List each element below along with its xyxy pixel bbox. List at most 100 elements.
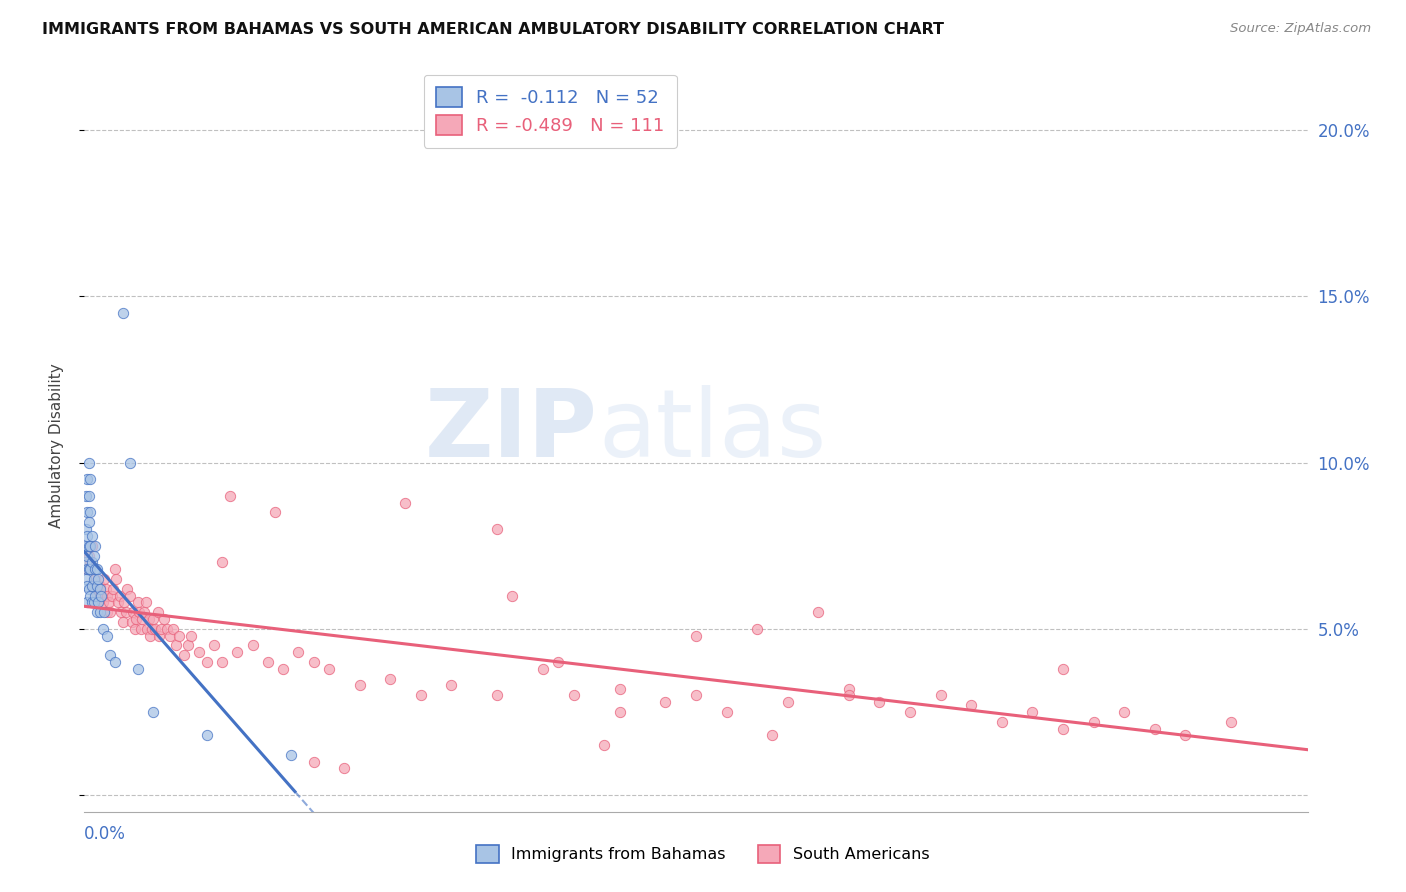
Point xyxy=(80,579,103,593)
Point xyxy=(211,655,233,669)
Point xyxy=(79,472,101,486)
Point xyxy=(96,589,118,603)
Text: ZIP: ZIP xyxy=(425,385,598,477)
Point xyxy=(1220,714,1243,729)
Point xyxy=(76,562,98,576)
Point xyxy=(122,605,145,619)
Point xyxy=(93,605,115,619)
Point xyxy=(76,472,98,486)
Point xyxy=(87,572,110,586)
Point xyxy=(104,562,127,576)
Point xyxy=(75,489,97,503)
Point xyxy=(75,572,97,586)
Point xyxy=(195,655,218,669)
Text: 0.0%: 0.0% xyxy=(84,825,127,843)
Point xyxy=(83,572,105,586)
Point xyxy=(79,555,101,569)
Point xyxy=(502,589,524,603)
Point xyxy=(180,628,202,642)
Point xyxy=(146,605,169,619)
Point xyxy=(257,655,280,669)
Point xyxy=(409,689,432,703)
Point xyxy=(188,645,211,659)
Point xyxy=(394,495,416,509)
Point xyxy=(264,506,287,520)
Point xyxy=(89,605,111,619)
Point xyxy=(593,738,616,752)
Point xyxy=(177,639,200,653)
Point xyxy=(131,612,153,626)
Point xyxy=(349,678,371,692)
Point xyxy=(76,579,98,593)
Point xyxy=(76,549,98,563)
Point xyxy=(115,582,138,596)
Point xyxy=(148,628,170,642)
Point xyxy=(136,622,159,636)
Point xyxy=(280,748,302,763)
Point xyxy=(114,605,136,619)
Point xyxy=(110,605,132,619)
Point xyxy=(1052,662,1074,676)
Point xyxy=(142,705,165,719)
Point xyxy=(79,589,101,603)
Point xyxy=(80,555,103,569)
Point xyxy=(87,595,110,609)
Point xyxy=(211,555,233,569)
Point xyxy=(960,698,983,713)
Point xyxy=(77,516,100,530)
Point xyxy=(242,639,264,653)
Point xyxy=(80,539,103,553)
Point xyxy=(761,728,783,742)
Point xyxy=(747,622,769,636)
Text: atlas: atlas xyxy=(598,385,827,477)
Point xyxy=(83,549,105,563)
Point xyxy=(79,539,101,553)
Point xyxy=(84,562,107,576)
Point xyxy=(127,595,149,609)
Point xyxy=(89,579,111,593)
Point xyxy=(75,555,97,569)
Point xyxy=(486,522,509,536)
Point xyxy=(271,662,294,676)
Point xyxy=(165,639,187,653)
Point xyxy=(84,572,107,586)
Point xyxy=(440,678,463,692)
Point xyxy=(108,589,131,603)
Point xyxy=(98,648,121,663)
Point xyxy=(90,589,112,603)
Point xyxy=(776,695,799,709)
Point xyxy=(103,582,125,596)
Point xyxy=(609,681,631,696)
Point xyxy=(120,589,142,603)
Point xyxy=(547,655,569,669)
Point xyxy=(654,695,676,709)
Point xyxy=(380,672,402,686)
Point xyxy=(101,589,124,603)
Point xyxy=(153,612,176,626)
Point xyxy=(531,662,554,676)
Point xyxy=(86,589,108,603)
Point xyxy=(156,622,179,636)
Point xyxy=(86,562,108,576)
Point xyxy=(807,605,830,619)
Point xyxy=(138,612,160,626)
Point xyxy=(104,655,127,669)
Point xyxy=(167,628,190,642)
Point xyxy=(86,605,108,619)
Point xyxy=(218,489,240,503)
Point xyxy=(302,655,325,669)
Point xyxy=(838,681,860,696)
Point xyxy=(142,612,165,626)
Legend: R =  -0.112   N = 52, R = -0.489   N = 111: R = -0.112 N = 52, R = -0.489 N = 111 xyxy=(423,75,676,148)
Point xyxy=(716,705,738,719)
Point xyxy=(96,628,118,642)
Point xyxy=(1021,705,1043,719)
Point xyxy=(111,306,134,320)
Point xyxy=(898,705,921,719)
Point xyxy=(77,489,100,503)
Point xyxy=(1083,714,1105,729)
Point xyxy=(991,714,1014,729)
Point xyxy=(124,622,146,636)
Point xyxy=(76,562,98,576)
Point xyxy=(96,605,118,619)
